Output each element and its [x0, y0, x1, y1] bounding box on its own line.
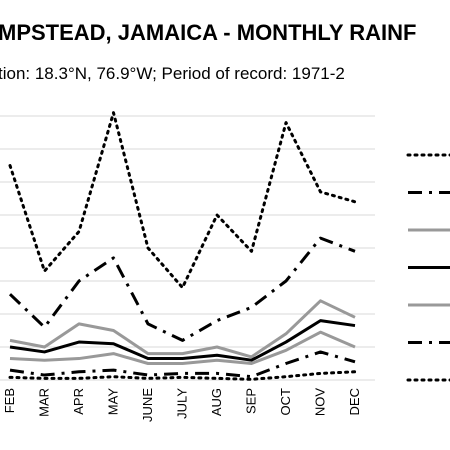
x-tick-label: NOV [313, 388, 328, 417]
series-line-5 [9, 330, 356, 365]
x-tick-label: APR [71, 388, 86, 415]
series-lines [8, 111, 357, 381]
chart-subtitle: tion: 18.3°N, 76.9°W; Period of record: … [0, 64, 345, 83]
x-tick-label: AUG [209, 388, 224, 416]
x-tick-label: MAY [106, 388, 121, 416]
series-line-7 [8, 370, 357, 381]
x-axis-tick-labels: FEB MAR APR MAY JUNE JULY AUG SEP OCT NOV DEC [2, 388, 362, 422]
x-tick-label: MAR [37, 388, 52, 417]
x-tick-label: JUNE [140, 388, 155, 422]
x-tick-label: OCT [278, 388, 293, 416]
x-tick-label: FEB [2, 388, 17, 413]
series-line-3 [9, 299, 356, 359]
x-tick-label: DEC [347, 388, 362, 415]
series-line-6 [9, 350, 356, 379]
legend [406, 153, 450, 382]
x-tick-label: JULY [175, 388, 190, 419]
series-line-4 [9, 319, 356, 362]
series-line-2 [8, 236, 356, 342]
x-tick-label: SEP [244, 388, 259, 414]
chart-title: MPSTEAD, JAMAICA - MONTHLY RAINF [0, 20, 416, 45]
series-line-1 [8, 111, 357, 290]
